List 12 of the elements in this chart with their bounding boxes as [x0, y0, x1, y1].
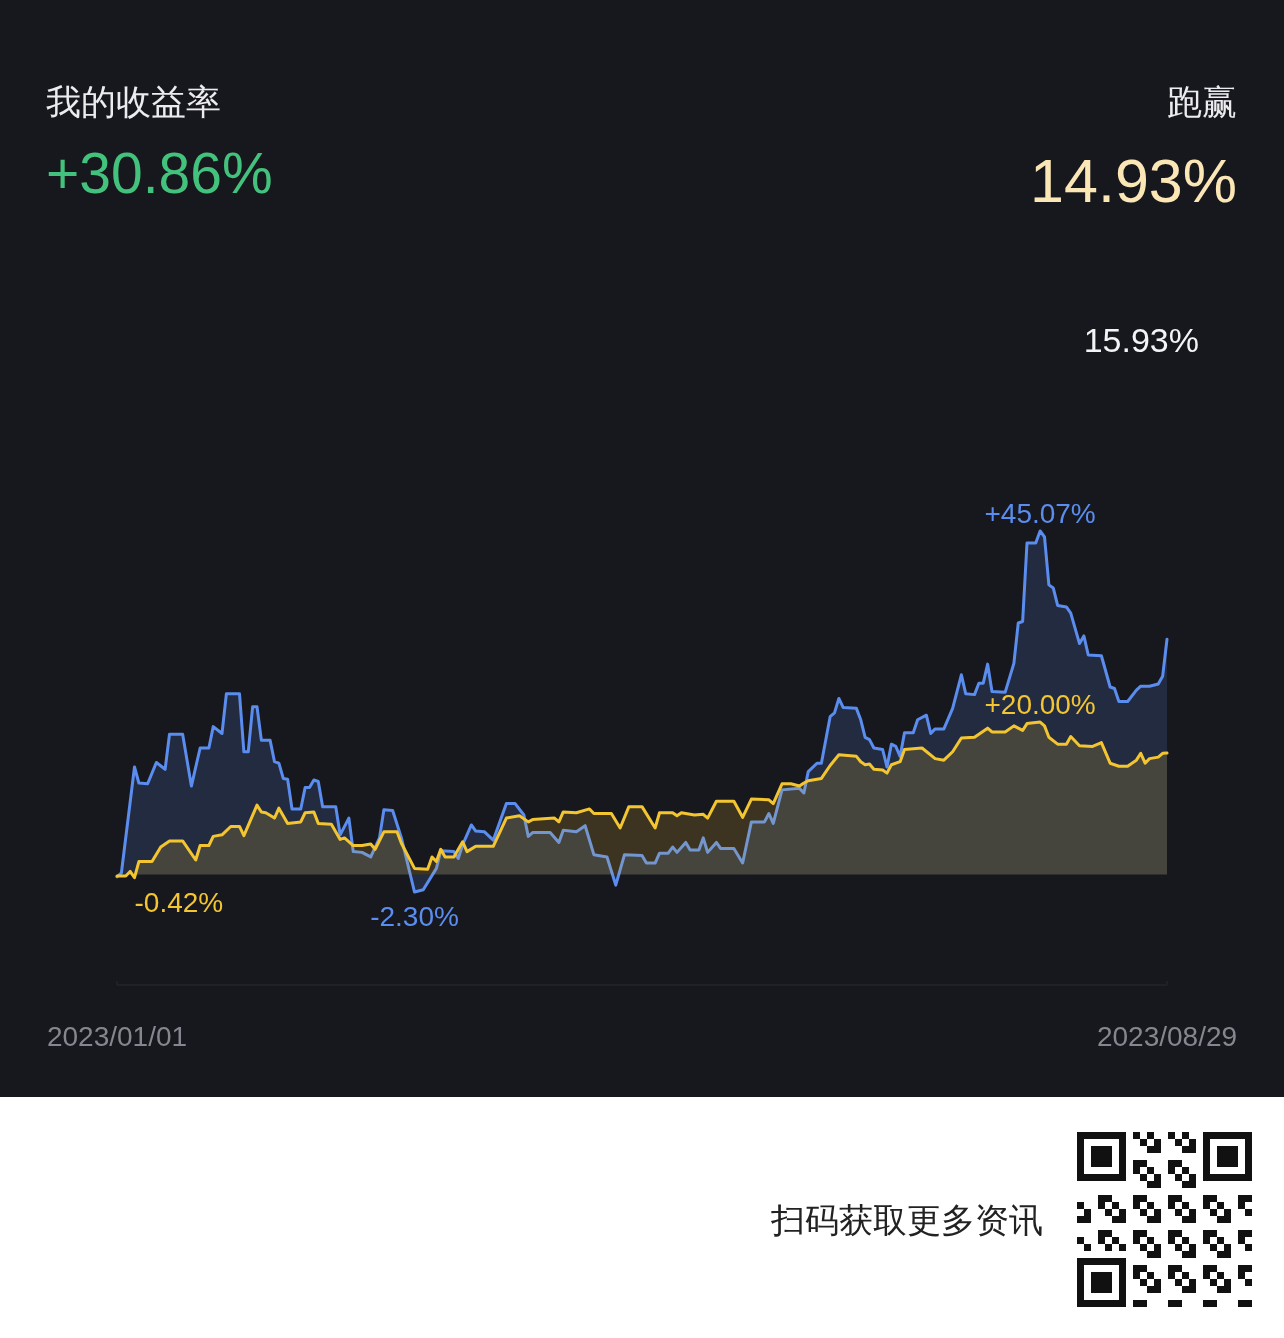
x-tick-label: 2023/01/01 [46, 1021, 188, 1052]
data-label: +45.07% [984, 498, 1096, 529]
text: 15.93% [1083, 321, 1199, 359]
data-label: -2.30% [370, 901, 459, 932]
data-label: +20.00% [984, 689, 1096, 721]
chart-title: 我的收益率 [46, 82, 221, 121]
text: 跑赢 [1167, 82, 1237, 121]
chart-subtitle: +30.86% [46, 141, 273, 205]
data-label: -0.42% [134, 886, 224, 918]
text: 14.93% [1030, 147, 1237, 215]
x-tick-label: 2023/08/29 [1096, 1021, 1238, 1052]
text: 扫码获取更多资讯 [770, 1201, 1043, 1239]
